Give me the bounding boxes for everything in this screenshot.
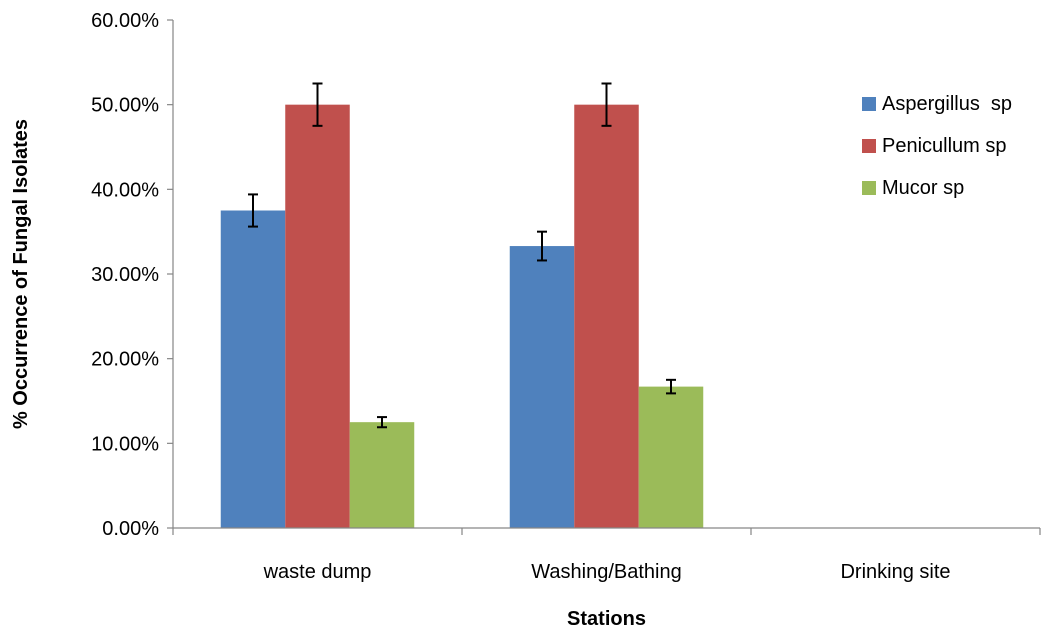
error-bar: [666, 378, 676, 395]
x-tick-label: Drinking site: [840, 561, 950, 583]
bar: [285, 104, 350, 529]
x-tick-label: waste dump: [263, 561, 372, 583]
bars: [220, 104, 704, 529]
error-bar: [312, 82, 323, 127]
y-tick-label: 0.00%: [102, 518, 159, 540]
legend-swatch: [862, 97, 876, 111]
legend: Aspergillus sp Penicullum sp Mucor sp: [862, 93, 1012, 199]
bar: [574, 104, 639, 529]
error-bars: [248, 82, 676, 429]
x-axis-ticks: waste dump Washing/Bathing Drinking site: [172, 528, 1041, 583]
legend-swatch: [862, 139, 876, 153]
y-tick-label: 40.00%: [91, 179, 159, 201]
bar: [349, 422, 415, 528]
x-axis-title: Stations: [567, 608, 646, 630]
bar: [509, 246, 575, 528]
bar: [220, 210, 286, 528]
legend-label: Mucor sp: [882, 177, 964, 199]
y-tick-label: 60.00%: [91, 10, 159, 32]
error-bar: [377, 416, 387, 429]
legend-label: Aspergillus sp: [882, 93, 1012, 115]
y-tick-label: 20.00%: [91, 349, 159, 371]
error-bar: [537, 230, 547, 262]
y-axis-title: % Occurrence of Fungal Isolates: [10, 119, 32, 429]
legend-label: Penicullum sp: [882, 135, 1007, 157]
y-tick-label: 50.00%: [91, 95, 159, 117]
y-axis-ticks: 0.00% 10.00% 20.00% 30.00% 40.00% 50.00% 60.00…: [91, 10, 173, 540]
legend-swatch: [862, 181, 876, 195]
bar: [638, 386, 704, 528]
x-tick-label: Washing/Bathing: [531, 561, 681, 583]
y-tick-label: 10.00%: [91, 433, 159, 455]
error-bar: [248, 193, 258, 228]
y-tick-label: 30.00%: [91, 264, 159, 286]
error-bar: [601, 82, 612, 127]
